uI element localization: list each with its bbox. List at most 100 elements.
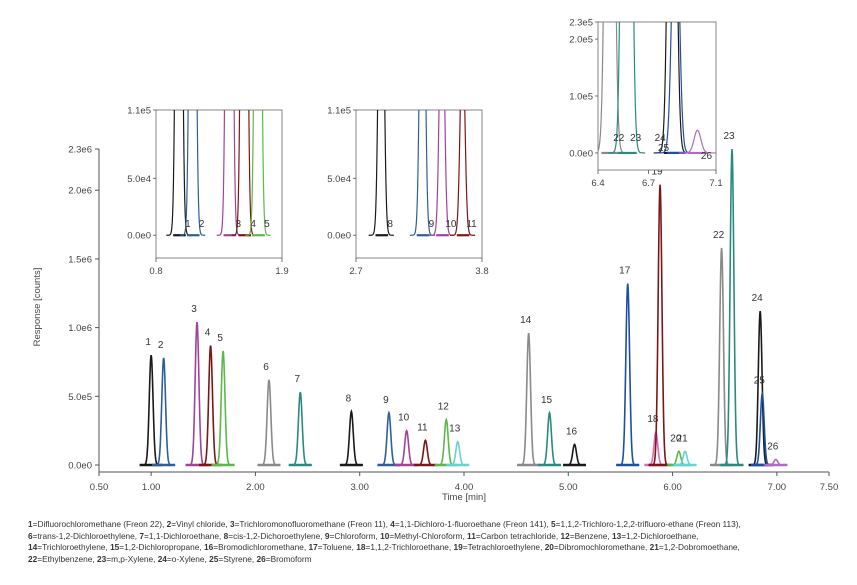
peak-label: 12 bbox=[438, 402, 450, 413]
inset-peak-label: 1 bbox=[185, 219, 191, 230]
inset-peak-4 bbox=[231, 110, 257, 236]
peak-7: 7 bbox=[288, 374, 312, 467]
legend-compound: m,p-Xylene bbox=[111, 553, 154, 564]
legend-entry-15: 15=1,2-Dichloropropane bbox=[110, 542, 200, 552]
legend-number: 5 bbox=[551, 519, 556, 529]
legend-compound: Benzene bbox=[574, 530, 608, 541]
legend-number: 20 bbox=[544, 542, 554, 552]
peak-label: 17 bbox=[619, 266, 631, 277]
peak-label: 8 bbox=[346, 393, 352, 404]
inset-peak-label: 24 bbox=[655, 133, 667, 144]
peak-label: 19 bbox=[651, 167, 663, 178]
inset-y-tick-label: 5.0e4 bbox=[127, 174, 151, 185]
legend-compound: cis-1,2-Dichoroethylene bbox=[233, 530, 321, 541]
inset-peak-2 bbox=[180, 110, 206, 236]
legend-compound: Styrene bbox=[223, 553, 252, 564]
inset-x-tick-label: 1.9 bbox=[275, 266, 288, 277]
legend-number: 11 bbox=[467, 530, 476, 541]
peak-trace bbox=[377, 410, 401, 466]
legend-number: 24 bbox=[157, 553, 167, 564]
peak-trace bbox=[720, 148, 744, 466]
peak-trace bbox=[538, 410, 561, 466]
legend-compound: Chloroform bbox=[334, 530, 376, 541]
legend-entry-24: 24=o-Xylene bbox=[157, 553, 205, 564]
legend-compound: 1,1-Dichloroethane bbox=[148, 530, 220, 541]
legend-compound: Vinyl chloride bbox=[176, 519, 226, 529]
legend-compound: Tetrachloroethylene bbox=[467, 542, 541, 552]
legend-entry-7: 7=1,1-Dichloroethane bbox=[139, 530, 220, 541]
legend-compound: 1,1,2-Trichloroethane bbox=[370, 542, 449, 552]
x-tick-label: 2.00 bbox=[246, 482, 265, 493]
legend-compound: 1,2-Dichloropropane bbox=[124, 542, 200, 552]
peak-trace bbox=[413, 438, 437, 466]
peak-label: 13 bbox=[449, 424, 461, 435]
peak-label: 3 bbox=[191, 304, 197, 315]
x-tick-label: 6.00 bbox=[663, 482, 682, 493]
peak-9: 9 bbox=[377, 395, 401, 467]
peak-label: 26 bbox=[767, 442, 779, 453]
inset-y-tick-label: 2.0e5 bbox=[569, 35, 593, 46]
y-tick-label: 5.0e5 bbox=[68, 392, 92, 403]
peak-6: 6 bbox=[257, 362, 281, 467]
legend-compound: Methyl-Chloroform bbox=[394, 530, 463, 541]
peak-label: 21 bbox=[677, 433, 689, 444]
x-tick-label: 7.50 bbox=[820, 482, 839, 493]
x-tick-label: 7.00 bbox=[768, 482, 787, 493]
inset-peak-label: 11 bbox=[466, 219, 477, 230]
peak-label: 6 bbox=[263, 362, 269, 373]
legend-entry-5: 5=1,1,2-Trichloro-1,2,2-trifluoro-ethane… bbox=[551, 519, 741, 529]
inset-peak-26 bbox=[678, 129, 716, 154]
inset-y-tick-label: 5.0e4 bbox=[327, 174, 351, 185]
x-tick-label: 0.50 bbox=[90, 482, 109, 493]
inset-traces bbox=[166, 110, 271, 237]
peak-label: 10 bbox=[398, 413, 410, 424]
legend-entry-16: 16=Bromodichloromethane bbox=[203, 542, 304, 552]
legend-number: 26 bbox=[256, 553, 266, 564]
inset-y-tick-label: 0.0e0 bbox=[127, 231, 151, 242]
legend-entry-1: 1=Difluorochloromethane (Freon 22) bbox=[28, 519, 162, 529]
legend-entry-19: 19=Tetrachloroethylene bbox=[453, 542, 541, 552]
legend-entry-18: 18=1,1,2-Trichloroethane bbox=[356, 542, 449, 552]
legend-compound: 1,2-Dichloroethane, bbox=[626, 530, 699, 541]
inset-peak-label: 8 bbox=[387, 219, 393, 230]
inset-peak-label: 23 bbox=[630, 133, 642, 144]
peak-label: 2 bbox=[158, 340, 164, 351]
legend-compound: Bromoform bbox=[270, 553, 312, 564]
inset-chart-1: 1 2 3 4 5 0.0e0 5.0e4 1.1e5 0.8 1.9 bbox=[127, 106, 288, 278]
legend-entry-11: 11=Carbon tetrachloride bbox=[467, 530, 556, 541]
legend-entry-4: 4=1,1-Dichloro-1-fluoroethane (Freon 141… bbox=[390, 519, 547, 529]
legend-entry-26: 26=Bromoform bbox=[256, 553, 312, 564]
peak-label: 4 bbox=[205, 327, 211, 338]
peak-label: 20 bbox=[670, 433, 682, 444]
inset-peak-label: 25 bbox=[658, 143, 670, 154]
peak-14: 14 bbox=[517, 315, 541, 467]
inset-peak-23 bbox=[608, 22, 646, 154]
peak-trace bbox=[288, 391, 312, 466]
legend-compound: 1,1,2-Trichloro-1,2,2-trifluoro-ethane (… bbox=[560, 519, 741, 529]
peak-label: 23 bbox=[723, 131, 735, 142]
legend-entry-23: 23=m,p-Xylene bbox=[97, 553, 154, 564]
x-tick-label: 5.00 bbox=[559, 482, 578, 493]
legend-compound: Difluorochloromethane (Freon 22) bbox=[37, 519, 162, 529]
inset-y-tick-label: 0.0e0 bbox=[569, 148, 593, 159]
legend-number: 15 bbox=[110, 542, 120, 552]
inset-x-tick-label: 6.7 bbox=[642, 178, 655, 189]
legend-number: 8 bbox=[223, 530, 229, 541]
legend-number: 25 bbox=[209, 553, 219, 564]
peak-8: 8 bbox=[339, 393, 363, 467]
legend-number: 2 bbox=[166, 519, 172, 529]
inset-peak-label: 26 bbox=[701, 151, 713, 162]
peak-label: 11 bbox=[417, 422, 428, 433]
legend-number: 14 bbox=[28, 542, 38, 552]
inset-peak-label: 10 bbox=[445, 219, 457, 230]
legend-compound: 1,2-Dobromoethane, bbox=[663, 542, 740, 552]
legend-entry-6: 6=trans-1,2-Dichloroethylene bbox=[28, 530, 135, 541]
peak-label: 5 bbox=[217, 333, 223, 344]
peak-label: 18 bbox=[647, 414, 659, 425]
legend-entry-20: 20=Dibromochloromethane bbox=[544, 542, 646, 552]
legend-entry-25: 25=Styrene bbox=[209, 553, 252, 564]
x-tick-label: 1.00 bbox=[142, 482, 161, 493]
x-tick-label: 3.00 bbox=[350, 482, 369, 493]
